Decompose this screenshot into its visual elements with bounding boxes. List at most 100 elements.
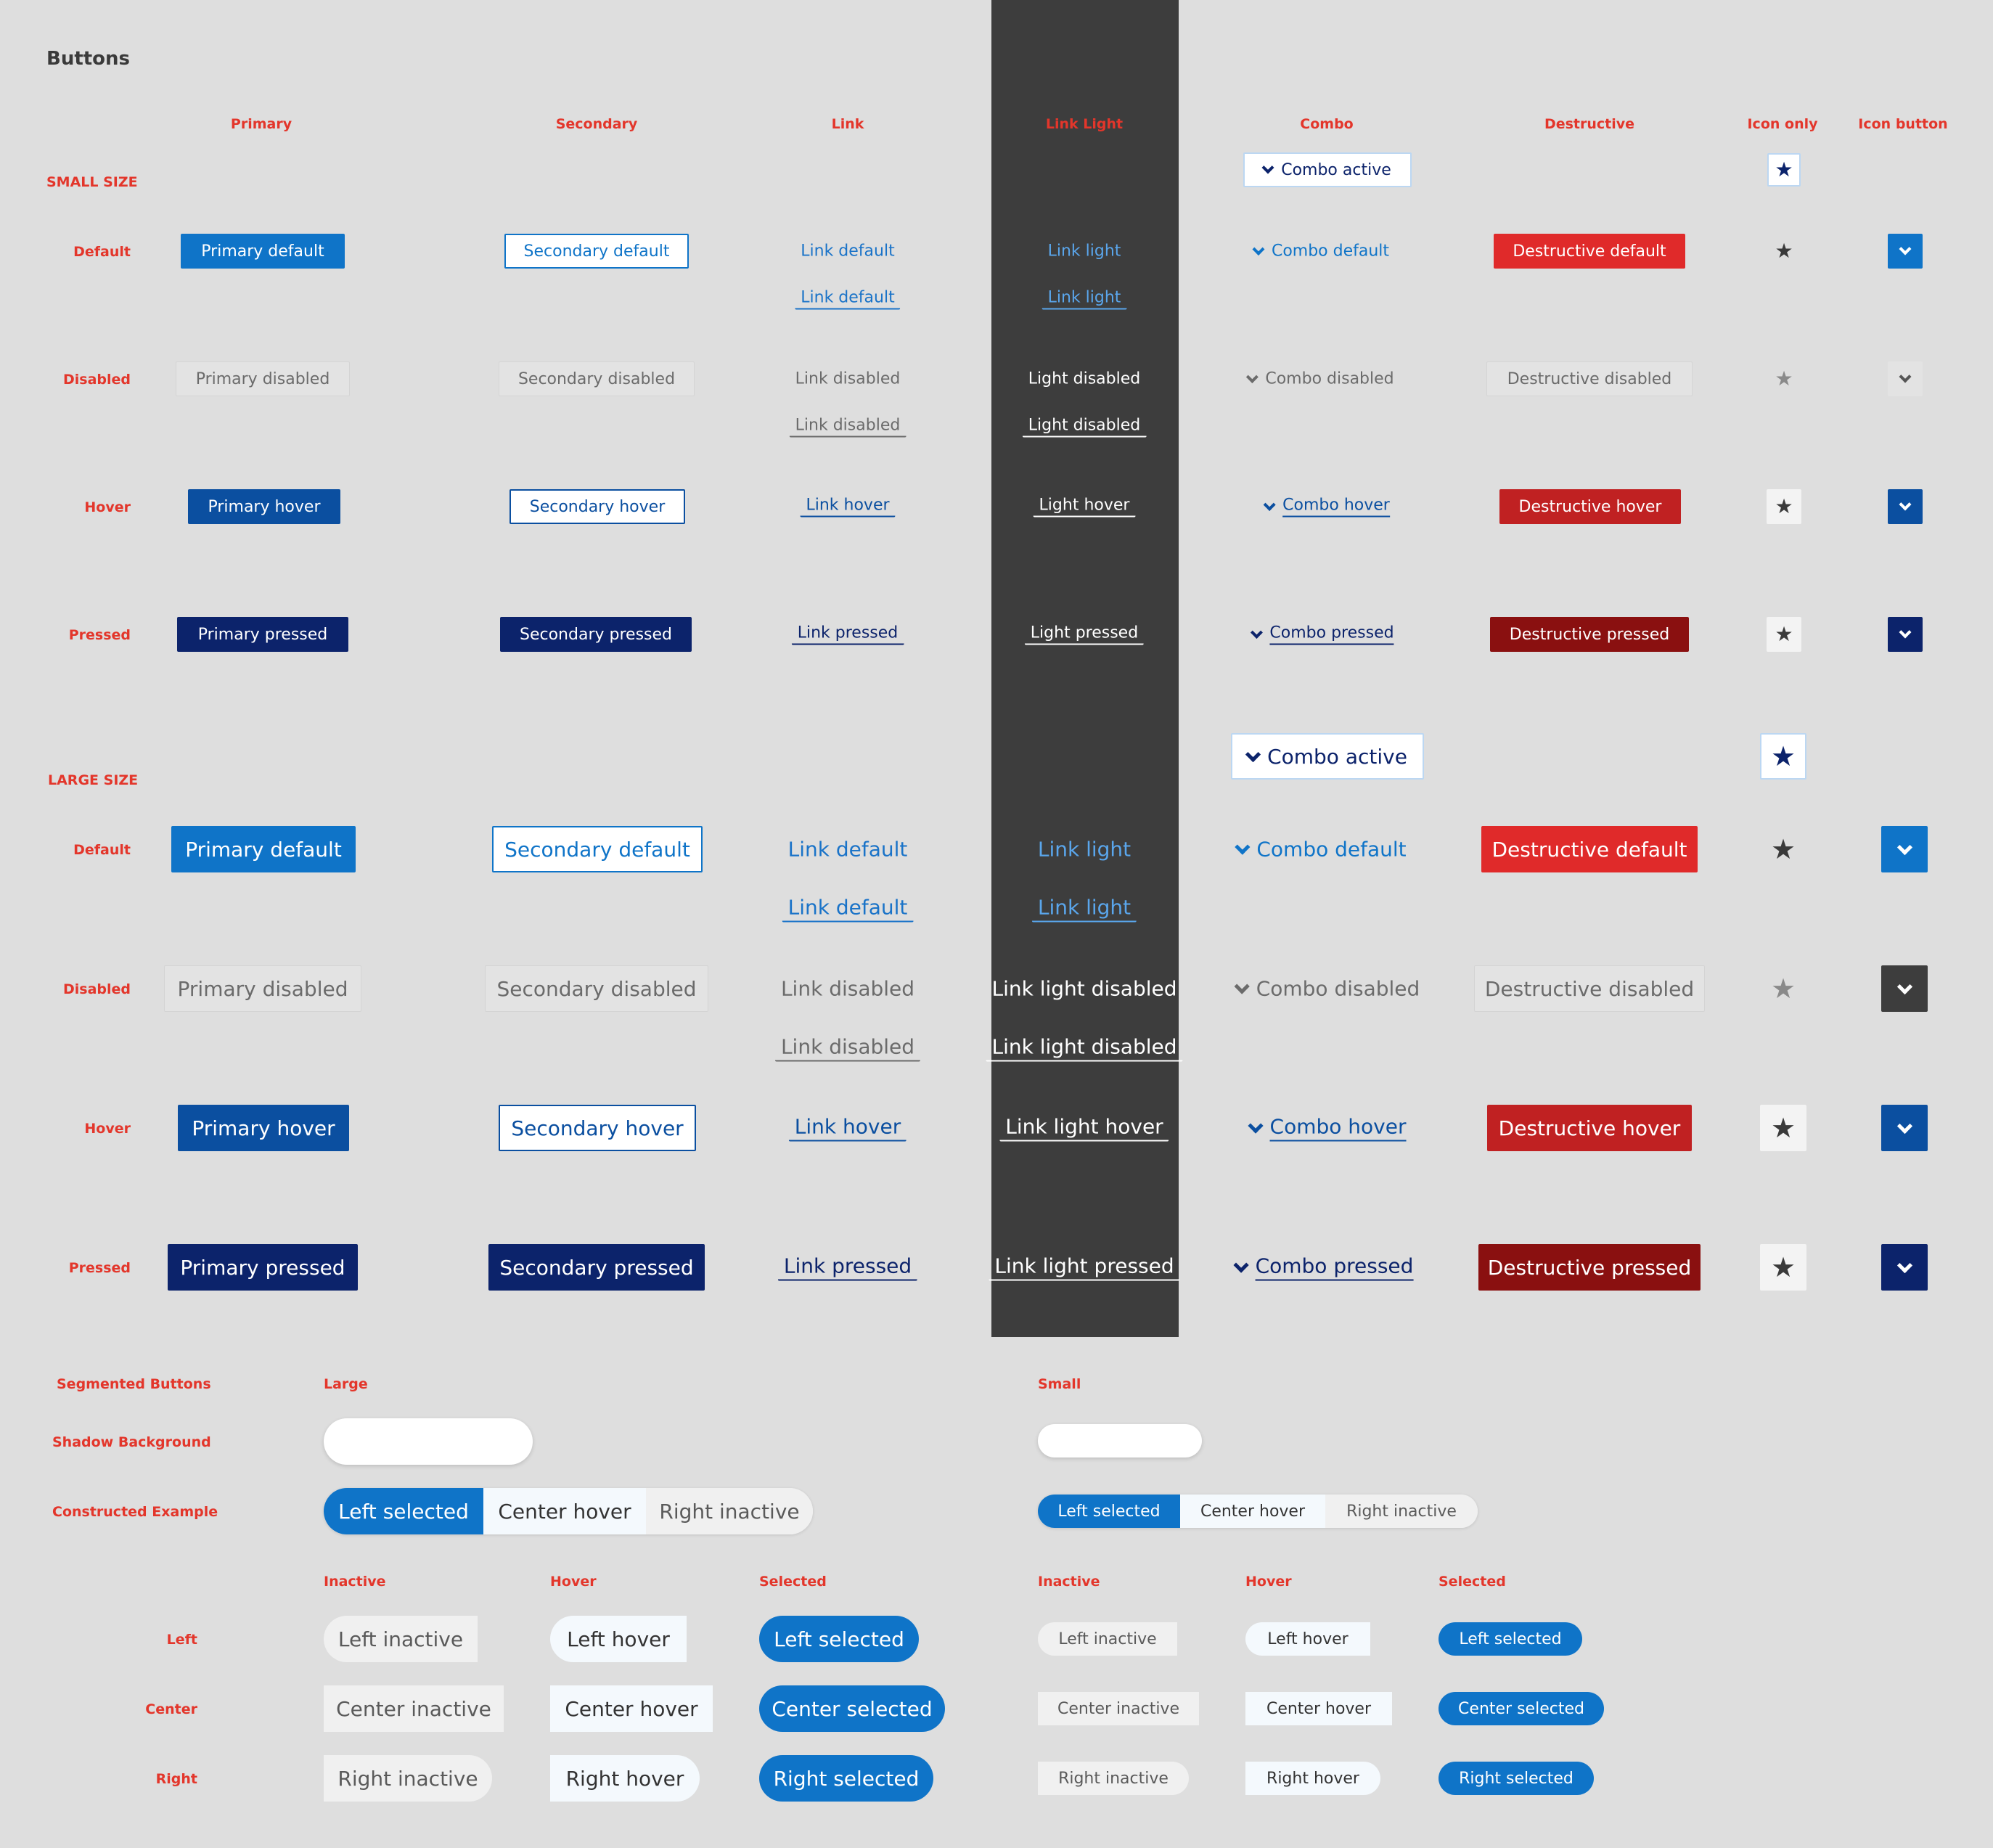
segment-center-selected-small[interactable]: Center selected xyxy=(1439,1692,1604,1725)
destructive-default-large[interactable]: Destructive default xyxy=(1481,826,1698,872)
segment-center-hover-large[interactable]: Center hover xyxy=(550,1685,713,1732)
combo-active-large[interactable]: Combo active xyxy=(1231,733,1424,780)
link-hover-small[interactable]: Link hover xyxy=(800,496,896,518)
secondary-pressed-large[interactable]: Secondary pressed xyxy=(488,1244,705,1291)
icon-only-hover-large[interactable]: ★ xyxy=(1760,1105,1806,1151)
primary-hover-large[interactable]: Primary hover xyxy=(178,1105,349,1151)
link-light-default-large[interactable]: Link light xyxy=(1037,837,1131,862)
icon-only-default-small[interactable]: ★ xyxy=(1769,237,1798,266)
primary-default-small[interactable]: Primary default xyxy=(181,234,345,269)
combo-active-small[interactable]: Combo active xyxy=(1243,152,1412,187)
destructive-disabled-small[interactable]: Destructive disabled xyxy=(1486,361,1693,396)
combo-default-large[interactable]: Combo default xyxy=(1235,838,1407,862)
icon-button-pressed-large[interactable] xyxy=(1881,1244,1928,1291)
secondary-hover-large[interactable]: Secondary hover xyxy=(499,1105,696,1151)
link-default-small[interactable]: Link default xyxy=(801,242,895,261)
destructive-hover-large[interactable]: Destructive hover xyxy=(1487,1105,1692,1151)
primary-disabled-small[interactable]: Primary disabled xyxy=(176,361,350,396)
secondary-pressed-small[interactable]: Secondary pressed xyxy=(500,617,692,652)
segment-center-inactive-small[interactable]: Center inactive xyxy=(1038,1692,1199,1725)
link-light-pressed-small[interactable]: Light pressed xyxy=(1024,624,1145,645)
link-disabled-large[interactable]: Link disabled xyxy=(780,976,915,1001)
link-hover-large[interactable]: Link hover xyxy=(788,1115,907,1142)
segment-right-inactive[interactable]: Right inactive xyxy=(646,1488,813,1534)
icon-only-disabled-small[interactable]: ★ xyxy=(1769,364,1798,393)
combo-hover-small[interactable]: Combo hover xyxy=(1263,496,1390,518)
destructive-disabled-large[interactable]: Destructive disabled xyxy=(1474,965,1705,1012)
link-light-disabled-underline-large[interactable]: Link light disabled xyxy=(986,1035,1183,1062)
secondary-default-large[interactable]: Secondary default xyxy=(492,826,703,872)
segment-center-selected-large[interactable]: Center selected xyxy=(759,1685,945,1732)
link-default-underline-small[interactable]: Link default xyxy=(795,289,901,310)
segment-left-hover-small[interactable]: Left hover xyxy=(1245,1622,1370,1656)
segment-right-hover-small[interactable]: Right hover xyxy=(1245,1762,1380,1795)
link-light-hover-large[interactable]: Link light hover xyxy=(999,1115,1169,1142)
link-light-pressed-large[interactable]: Link light pressed xyxy=(989,1254,1180,1281)
segment-center-hover[interactable]: Center hover xyxy=(483,1488,646,1534)
link-light-default-underline-small[interactable]: Link light xyxy=(1041,289,1127,310)
segment-left-selected[interactable]: Left selected xyxy=(324,1488,483,1534)
icon-button-default-small[interactable] xyxy=(1888,234,1923,269)
icon-only-pressed-large[interactable]: ★ xyxy=(1760,1244,1806,1291)
segment-right-hover-large[interactable]: Right hover xyxy=(550,1755,700,1802)
segment-right-selected-large[interactable]: Right selected xyxy=(759,1755,933,1802)
primary-pressed-large[interactable]: Primary pressed xyxy=(168,1244,358,1291)
icon-button-disabled-small[interactable] xyxy=(1888,361,1923,396)
segment-right-inactive-small[interactable]: Right inactive xyxy=(1038,1762,1189,1795)
primary-hover-small[interactable]: Primary hover xyxy=(188,489,340,524)
icon-only-hover-small[interactable]: ★ xyxy=(1767,489,1801,524)
primary-default-large[interactable]: Primary default xyxy=(171,826,356,872)
link-disabled-small[interactable]: Link disabled xyxy=(795,369,901,388)
primary-pressed-small[interactable]: Primary pressed xyxy=(177,617,348,652)
icon-button-default-large[interactable] xyxy=(1881,826,1928,872)
destructive-pressed-small[interactable]: Destructive pressed xyxy=(1490,617,1689,652)
segment-right-inactive-small[interactable]: Right inactive xyxy=(1325,1495,1478,1528)
segment-left-selected-small[interactable]: Left selected xyxy=(1038,1495,1180,1528)
combo-pressed-large[interactable]: Combo pressed xyxy=(1233,1254,1414,1281)
segment-center-inactive-large[interactable]: Center inactive xyxy=(324,1685,504,1732)
destructive-hover-small[interactable]: Destructive hover xyxy=(1499,489,1681,524)
link-light-disabled-underline-small[interactable]: Light disabled xyxy=(1022,417,1147,438)
combo-disabled-large[interactable]: Combo disabled xyxy=(1234,977,1420,1001)
combo-disabled-small[interactable]: Combo disabled xyxy=(1245,370,1394,388)
link-default-large[interactable]: Link default xyxy=(787,837,908,862)
icon-only-active-large[interactable]: ★ xyxy=(1760,733,1806,780)
segment-center-hover-small[interactable]: Center hover xyxy=(1245,1692,1392,1725)
segment-left-inactive-large[interactable]: Left inactive xyxy=(324,1616,478,1662)
segment-left-inactive-small[interactable]: Left inactive xyxy=(1038,1622,1177,1656)
icon-only-default-large[interactable]: ★ xyxy=(1763,829,1804,870)
link-light-hover-small[interactable]: Light hover xyxy=(1033,496,1136,518)
secondary-disabled-large[interactable]: Secondary disabled xyxy=(485,965,708,1012)
segment-left-hover-large[interactable]: Left hover xyxy=(550,1616,687,1662)
icon-only-active-small[interactable]: ★ xyxy=(1767,153,1801,187)
segment-left-selected-large[interactable]: Left selected xyxy=(759,1616,919,1662)
segment-right-inactive-large[interactable]: Right inactive xyxy=(324,1755,492,1802)
destructive-pressed-large[interactable]: Destructive pressed xyxy=(1478,1244,1701,1291)
secondary-disabled-small[interactable]: Secondary disabled xyxy=(499,361,695,396)
link-light-disabled-small[interactable]: Light disabled xyxy=(1028,369,1141,388)
link-light-default-underline-large[interactable]: Link light xyxy=(1031,896,1137,923)
combo-default-small[interactable]: Combo default xyxy=(1252,242,1389,261)
combo-pressed-small[interactable]: Combo pressed xyxy=(1250,624,1394,645)
link-light-disabled-large[interactable]: Link light disabled xyxy=(991,976,1177,1001)
link-default-underline-large[interactable]: Link default xyxy=(782,896,914,923)
segment-left-selected-small[interactable]: Left selected xyxy=(1439,1622,1582,1656)
link-disabled-underline-small[interactable]: Link disabled xyxy=(789,417,907,438)
icon-button-hover-small[interactable] xyxy=(1888,489,1923,524)
secondary-hover-small[interactable]: Secondary hover xyxy=(509,489,685,524)
segment-center-hover-small[interactable]: Center hover xyxy=(1180,1495,1325,1528)
icon-button-hover-large[interactable] xyxy=(1881,1105,1928,1151)
link-pressed-small[interactable]: Link pressed xyxy=(791,624,904,645)
link-pressed-large[interactable]: Link pressed xyxy=(777,1254,918,1281)
segment-right-selected-small[interactable]: Right selected xyxy=(1439,1762,1594,1795)
primary-disabled-large[interactable]: Primary disabled xyxy=(164,965,361,1012)
icon-only-disabled-large[interactable]: ★ xyxy=(1763,968,1804,1009)
combo-hover-large[interactable]: Combo hover xyxy=(1248,1115,1407,1142)
destructive-default-small[interactable]: Destructive default xyxy=(1494,234,1685,269)
icon-only-pressed-small[interactable]: ★ xyxy=(1767,617,1801,652)
link-disabled-underline-large[interactable]: Link disabled xyxy=(774,1035,921,1062)
icon-button-disabled-large[interactable] xyxy=(1881,965,1928,1012)
link-light-default-small[interactable]: Link light xyxy=(1047,242,1121,261)
icon-button-pressed-small[interactable] xyxy=(1888,617,1923,652)
secondary-default-small[interactable]: Secondary default xyxy=(504,234,689,269)
